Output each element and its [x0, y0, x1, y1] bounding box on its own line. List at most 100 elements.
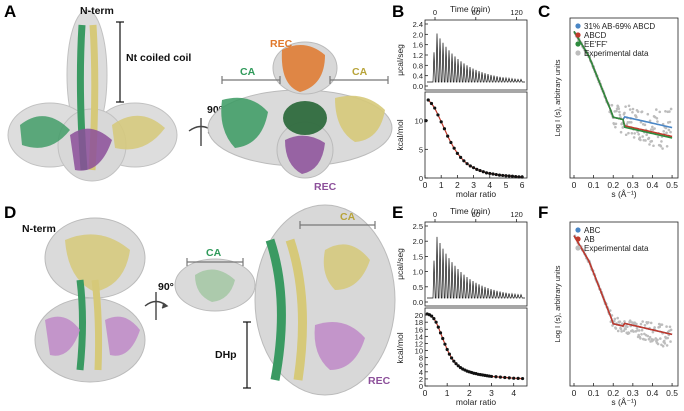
- experimental-point: [651, 330, 655, 334]
- experimental-point: [640, 110, 644, 113]
- experimental-point: [648, 335, 652, 339]
- experimental-point: [653, 326, 656, 329]
- experimental-point: [653, 127, 656, 130]
- time-tick-label: 120: [510, 210, 523, 219]
- data-point: [443, 342, 447, 346]
- experimental-point: [656, 135, 660, 139]
- data-point: [439, 120, 443, 124]
- panel-d: D N-term 90°: [4, 203, 396, 396]
- experimental-point: [626, 325, 629, 329]
- raw-ytick-label: 0.0: [413, 298, 423, 307]
- experimental-point: [627, 331, 631, 335]
- raw-ytick-label: 2.0: [413, 237, 423, 246]
- panel-label-e: E: [392, 203, 403, 222]
- experimental-point: [640, 328, 644, 332]
- experimental-point: [647, 321, 650, 324]
- y-tick-label: 16: [415, 325, 423, 334]
- label-rec-top: REC: [270, 38, 293, 50]
- label-coiled-coil: Nt coiled coil: [126, 52, 191, 64]
- data-point: [475, 167, 479, 171]
- c-xlabel: s (Å⁻¹): [611, 189, 636, 199]
- experimental-point: [616, 329, 620, 333]
- experimental-point: [637, 333, 640, 337]
- x-tick-label: 0.2: [607, 180, 619, 190]
- raw-ytick-label: 2.0: [413, 30, 423, 39]
- experimental-point: [614, 125, 617, 129]
- experimental-point: [655, 116, 659, 120]
- ca-left-bar: [221, 76, 281, 84]
- experimental-point: [639, 120, 643, 124]
- y-tick-label: 10: [415, 347, 423, 356]
- label-dhp: DHp: [215, 349, 237, 361]
- data-point: [488, 171, 492, 176]
- experimental-point: [619, 130, 623, 134]
- coil-bracket: [116, 21, 124, 103]
- e-xlabel: molar ratio: [456, 397, 496, 407]
- experimental-point: [660, 343, 663, 347]
- y-tick-label: 0: [419, 382, 423, 391]
- time-tick-label: 60: [472, 210, 480, 219]
- legend-marker: [575, 32, 581, 38]
- x-tick-label: 2: [455, 180, 460, 190]
- e-ylabel: kcal/mol: [395, 332, 405, 363]
- experimental-point: [663, 342, 667, 345]
- panel-e: E Time (min) 0 60 120 0.00.51.01.52.02.5 μ…: [392, 203, 528, 407]
- experimental-point: [618, 113, 622, 117]
- data-point: [514, 174, 518, 179]
- e-integrated-data: [425, 312, 525, 381]
- experimental-point: [631, 107, 635, 111]
- experimental-point: [668, 110, 671, 113]
- panel-label-a: A: [4, 2, 16, 21]
- y-tick-label: 18: [415, 318, 423, 327]
- x-tick-label: 3: [471, 180, 476, 190]
- panel-a: A N-term Nt coiled coil 90°: [4, 2, 393, 193]
- data-point: [454, 362, 458, 366]
- experimental-point: [644, 338, 647, 342]
- raw-ytick-label: 2.4: [413, 20, 423, 29]
- experimental-point: [624, 105, 627, 108]
- y-tick-label: 10: [415, 117, 423, 126]
- raw-ytick-label: 0.0: [413, 82, 423, 91]
- label-ca-left-a: CA: [240, 66, 256, 78]
- experimental-point: [662, 129, 666, 133]
- experimental-point: [613, 317, 617, 321]
- e-top-ticks: 0 60 120: [433, 210, 523, 222]
- experimental-point: [665, 344, 669, 347]
- label-nterm-d: N-term: [22, 223, 56, 235]
- raw-ytick-label: 0.8: [413, 61, 423, 70]
- data-point: [445, 347, 449, 352]
- experimental-point: [627, 131, 630, 135]
- structure-a-right-domains: [221, 45, 385, 174]
- data-point: [481, 170, 485, 174]
- c-ylabel: Log I (s), arbitrary units: [553, 59, 562, 136]
- ca-right-bar: [329, 76, 389, 84]
- x-tick-label: 0.5: [666, 180, 678, 190]
- data-point: [497, 173, 502, 177]
- data-point: [462, 159, 466, 163]
- experimental-point: [655, 108, 658, 111]
- experimental-point: [660, 140, 663, 143]
- experimental-point: [662, 339, 666, 343]
- data-point: [501, 173, 505, 178]
- experimental-point: [608, 309, 612, 312]
- x-tick-label: 0: [423, 180, 428, 190]
- fit-curve: [573, 235, 673, 336]
- x-tick-label: 0.1: [588, 388, 600, 398]
- data-point: [434, 320, 438, 324]
- y-tick-label: 5: [419, 145, 423, 154]
- experimental-point: [630, 132, 634, 135]
- experimental-point: [635, 326, 639, 330]
- data-point: [516, 376, 520, 380]
- b-int-axes: 0 1 2 3 4 5 6 0 5 10: [415, 117, 525, 190]
- b-raw-trace: [427, 33, 525, 83]
- data-point: [478, 168, 482, 173]
- label-rec-d: REC: [368, 375, 391, 387]
- experimental-point: [622, 329, 626, 333]
- raw-ytick-label: 2.5: [413, 222, 423, 231]
- y-tick-label: 4: [419, 368, 423, 377]
- raw-ytick-label: 0.5: [413, 283, 423, 292]
- label-nterm-a: N-term: [80, 5, 114, 17]
- legend-label: Experimental data: [584, 244, 649, 253]
- f-xlabel: s (Å⁻¹): [611, 397, 636, 407]
- b-xlabel: molar ratio: [456, 189, 496, 199]
